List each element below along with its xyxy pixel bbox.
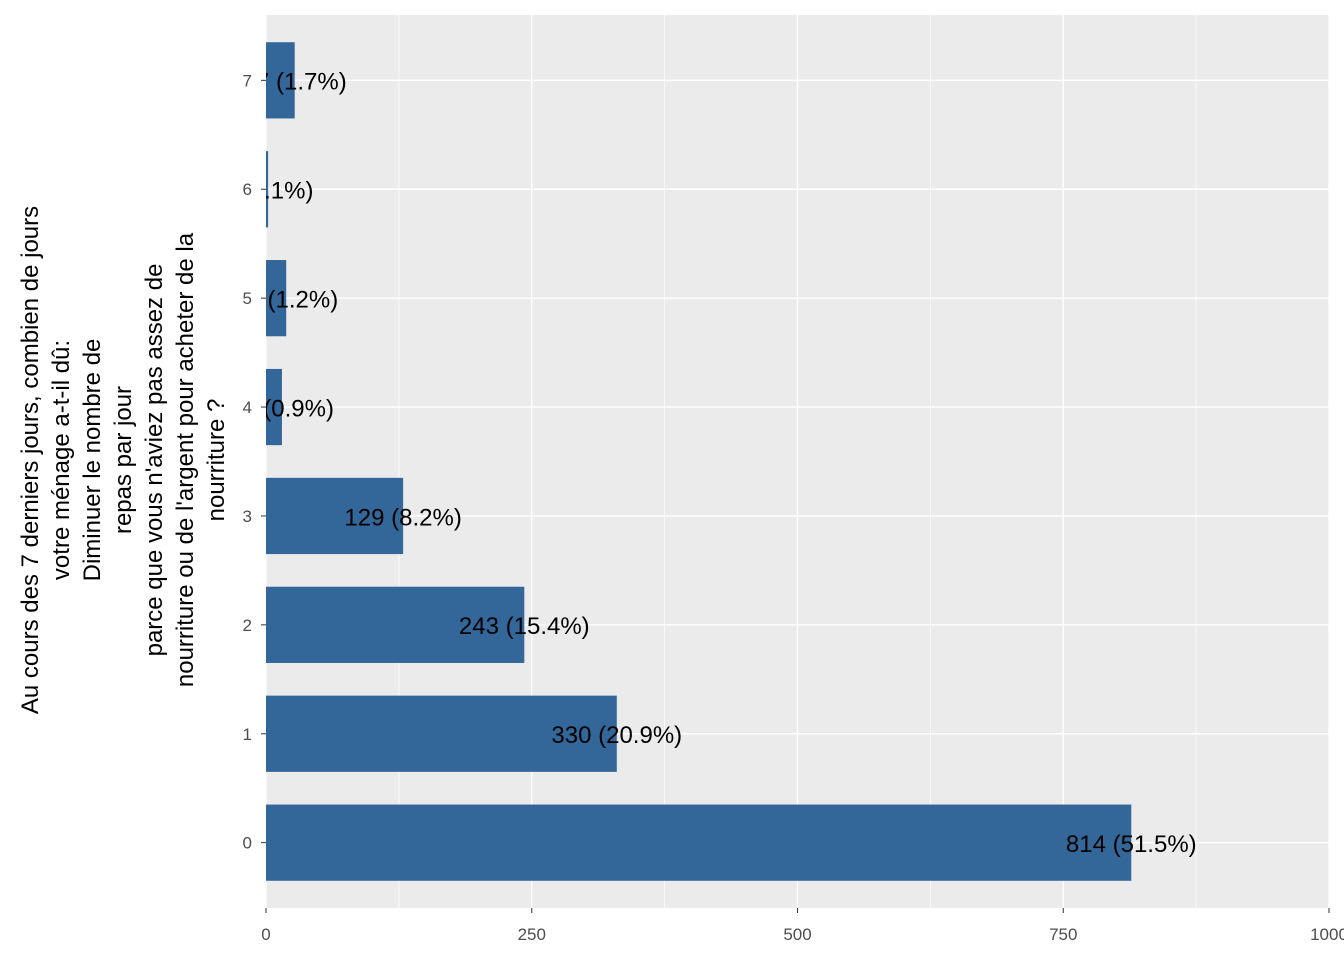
y-axis-title-line: nourriture ? bbox=[203, 399, 230, 522]
value-label: 814 (51.5%) bbox=[1066, 831, 1197, 858]
value-label: 2 (0.1%) bbox=[223, 178, 314, 205]
y-axis-title-line: Diminuer le nombre de bbox=[79, 339, 106, 582]
bar bbox=[266, 368, 282, 446]
y-axis-title-line: repas par jour bbox=[110, 386, 137, 534]
y-axis-title-line: votre ménage a-t-il dû: bbox=[48, 340, 75, 580]
bar bbox=[266, 260, 287, 337]
value-label: 243 (15.4%) bbox=[459, 613, 590, 640]
value-label: 19 (1.2%) bbox=[234, 286, 338, 313]
bar bbox=[266, 477, 404, 555]
x-tick-label: 250 bbox=[518, 925, 546, 944]
axes: 0 250 500 750 1000 0 1 2 3 4 5 6 7 bbox=[243, 71, 1344, 944]
bar bbox=[266, 151, 269, 228]
value-label: 129 (8.2%) bbox=[344, 504, 461, 531]
bar bbox=[266, 586, 525, 663]
bars bbox=[266, 42, 1132, 881]
y-tick-label: 6 bbox=[243, 180, 252, 199]
y-tick-label: 3 bbox=[243, 507, 252, 526]
y-tick-label: 0 bbox=[243, 834, 252, 853]
y-axis-title-line: nourriture ou de l'argent pour acheter d… bbox=[172, 232, 199, 687]
y-tick-label: 1 bbox=[243, 725, 252, 744]
y-tick-label: 7 bbox=[243, 71, 252, 90]
value-label: 15 (0.9%) bbox=[230, 395, 334, 422]
y-tick-label: 4 bbox=[243, 398, 252, 417]
y-tick-label: 2 bbox=[243, 616, 252, 635]
y-tick-label: 5 bbox=[243, 289, 252, 308]
value-label: 330 (20.9%) bbox=[551, 722, 682, 749]
value-labels: 814 (51.5%) 330 (20.9%) 243 (15.4%) 129 (8.… bbox=[223, 69, 1197, 858]
x-tick-label: 500 bbox=[783, 925, 811, 944]
y-axis-title: Au cours des 7 derniers jours, combien d… bbox=[17, 206, 230, 714]
y-axis-title-line: Au cours des 7 derniers jours, combien d… bbox=[17, 206, 44, 714]
x-tick-label: 750 bbox=[1049, 925, 1077, 944]
bar bbox=[266, 695, 617, 772]
value-label: 27 (1.7%) bbox=[243, 69, 347, 96]
bar bbox=[266, 804, 1132, 881]
bar bbox=[266, 42, 295, 119]
x-tick-label: 0 bbox=[261, 925, 270, 944]
x-tick-label: 1000 bbox=[1310, 925, 1344, 944]
y-axis-title-line: parce que vous n'aviez pas assez de bbox=[141, 264, 168, 657]
